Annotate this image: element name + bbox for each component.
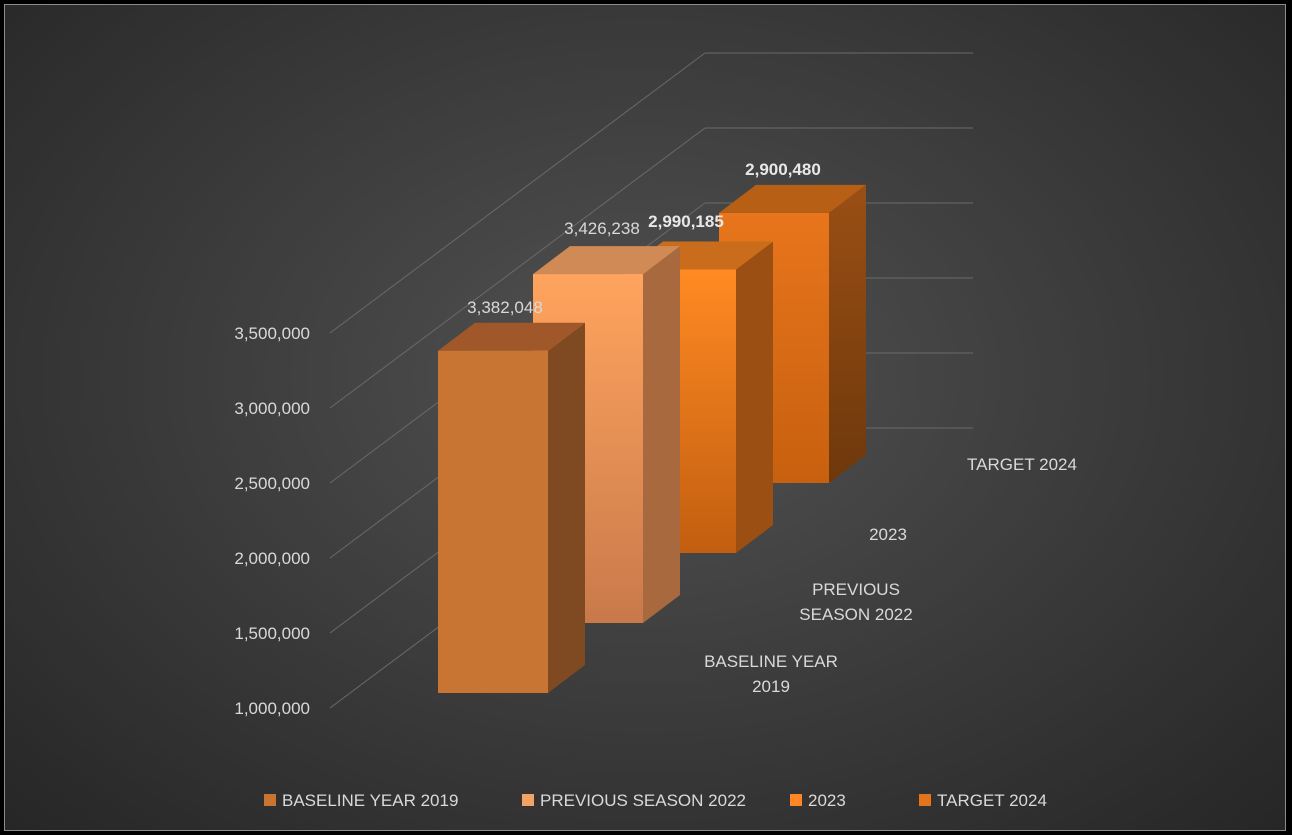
- gridline-depth: [329, 127, 706, 409]
- legend-label: BASELINE YEAR 2019: [282, 791, 458, 810]
- y-tick-label: 2,000,000: [234, 549, 310, 568]
- category-label-baseline-year-2019: 2019: [752, 677, 790, 696]
- category-label-previous-season-2022: PREVIOUS: [812, 580, 900, 599]
- chart-3d-column: 1,000,000 1,500,000 2,000,000 2,500,000 3,00…: [234, 52, 1077, 810]
- legend-label: 2023: [808, 791, 846, 810]
- legend-item-2023: 2023: [790, 791, 846, 810]
- legend-item-baseline-year-2019: BASELINE YEAR 2019: [264, 791, 458, 810]
- y-tick-label: 1,000,000: [234, 699, 310, 718]
- category-label-target-2024: TARGET 2024: [967, 455, 1077, 474]
- y-tick-label: 2,500,000: [234, 474, 310, 493]
- legend-swatch: [790, 794, 802, 806]
- data-label-baseline-year-2019: 3,382,048: [467, 298, 543, 317]
- legend-swatch: [264, 794, 276, 806]
- data-label-previous-season-2022: 3,426,238: [564, 219, 640, 238]
- category-label-baseline-year-2019: BASELINE YEAR: [704, 652, 838, 671]
- legend-label: PREVIOUS SEASON 2022: [540, 791, 746, 810]
- bar-baseline-year-2019: [438, 322, 585, 693]
- data-label-target-2024: 2,900,480: [745, 160, 821, 179]
- legend-item-previous-season-2022: PREVIOUS SEASON 2022: [522, 791, 746, 810]
- category-label-previous-season-2022: SEASON 2022: [799, 605, 912, 624]
- legend-swatch: [522, 794, 534, 806]
- legend-swatch: [919, 794, 931, 806]
- category-label-2023: 2023: [869, 525, 907, 544]
- legend-label: TARGET 2024: [937, 791, 1047, 810]
- y-tick-label: 1,500,000: [234, 624, 310, 643]
- y-tick-label: 3,000,000: [234, 399, 310, 418]
- gridline-depth: [329, 52, 706, 334]
- legend-item-target-2024: TARGET 2024: [919, 791, 1047, 810]
- chart-frame: 1,000,000 1,500,000 2,000,000 2,500,000 3,00…: [4, 4, 1286, 831]
- y-tick-label: 3,500,000: [234, 324, 310, 343]
- data-label-2023: 2,990,185: [648, 212, 724, 231]
